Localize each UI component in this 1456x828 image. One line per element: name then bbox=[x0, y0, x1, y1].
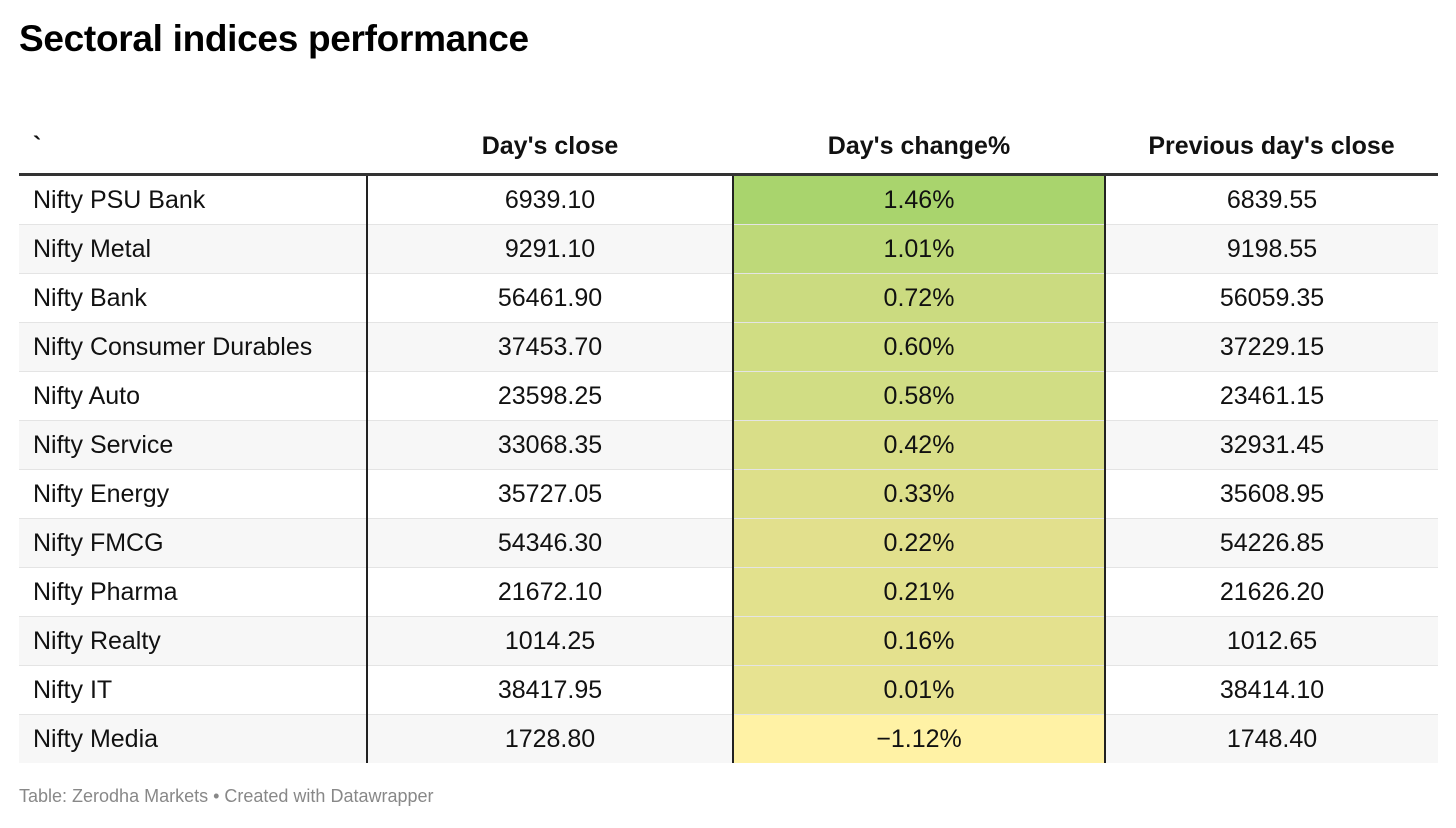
index-name-cell: Nifty Energy bbox=[19, 469, 368, 519]
column-header-index: ` bbox=[19, 100, 367, 176]
table-row: Nifty Pharma 21672.10 0.21% 21626.20 bbox=[19, 567, 1438, 617]
table-body: Nifty PSU Bank 6939.10 1.46% 6839.55 Nifty M… bbox=[19, 174, 1438, 763]
days-change-cell: 1.46% bbox=[732, 174, 1106, 225]
table-row: Nifty Consumer Durables 37453.70 0.60% 3722… bbox=[19, 322, 1438, 372]
days-close-cell: 1728.80 bbox=[367, 714, 733, 763]
previous-close-cell: 56059.35 bbox=[1105, 273, 1438, 323]
previous-close-cell: 21626.20 bbox=[1105, 567, 1438, 617]
days-change-cell: 0.33% bbox=[732, 469, 1106, 519]
table-row: Nifty FMCG 54346.30 0.22% 54226.85 bbox=[19, 518, 1438, 568]
table-row: Nifty PSU Bank 6939.10 1.46% 6839.55 bbox=[19, 174, 1438, 225]
days-change-cell: 0.21% bbox=[732, 567, 1106, 617]
days-close-cell: 33068.35 bbox=[367, 420, 733, 470]
previous-close-cell: 9198.55 bbox=[1105, 224, 1438, 274]
days-change-cell: 0.60% bbox=[732, 322, 1106, 372]
days-close-cell: 21672.10 bbox=[367, 567, 733, 617]
days-change-cell: 0.22% bbox=[732, 518, 1106, 568]
previous-close-cell: 6839.55 bbox=[1105, 174, 1438, 225]
days-close-cell: 6939.10 bbox=[367, 174, 733, 225]
column-header-days-close: Day's close bbox=[367, 100, 733, 176]
index-name-cell: Nifty Service bbox=[19, 420, 368, 470]
days-close-cell: 35727.05 bbox=[367, 469, 733, 519]
days-change-cell: 0.58% bbox=[732, 371, 1106, 421]
previous-close-cell: 32931.45 bbox=[1105, 420, 1438, 470]
index-name-cell: Nifty Realty bbox=[19, 616, 368, 666]
previous-close-cell: 23461.15 bbox=[1105, 371, 1438, 421]
days-close-cell: 56461.90 bbox=[367, 273, 733, 323]
column-header-previous-close: Previous day's close bbox=[1105, 100, 1438, 176]
column-header-days-change: Day's change% bbox=[733, 100, 1105, 176]
days-close-cell: 54346.30 bbox=[367, 518, 733, 568]
index-name-cell: Nifty PSU Bank bbox=[19, 174, 368, 225]
table-row: Nifty Media 1728.80 −1.12% 1748.40 bbox=[19, 714, 1438, 763]
days-change-cell: −1.12% bbox=[732, 714, 1106, 763]
header-row: ` Day's close Day's change% Previous day… bbox=[19, 100, 1438, 176]
source-note: Table: Zerodha Markets • Created with Da… bbox=[19, 786, 434, 806]
index-name-cell: Nifty FMCG bbox=[19, 518, 368, 568]
previous-close-cell: 37229.15 bbox=[1105, 322, 1438, 372]
previous-close-cell: 38414.10 bbox=[1105, 665, 1438, 715]
days-change-cell: 0.42% bbox=[732, 420, 1106, 470]
days-change-cell: 0.72% bbox=[732, 273, 1106, 323]
index-name-cell: Nifty Metal bbox=[19, 224, 368, 274]
previous-close-cell: 54226.85 bbox=[1105, 518, 1438, 568]
table-row: Nifty Realty 1014.25 0.16% 1012.65 bbox=[19, 616, 1438, 666]
index-name-cell: Nifty Auto bbox=[19, 371, 368, 421]
table-row: Nifty Auto 23598.25 0.58% 23461.15 bbox=[19, 371, 1438, 421]
table-row: Nifty Bank 56461.90 0.72% 56059.35 bbox=[19, 273, 1438, 323]
table-row: Nifty IT 38417.95 0.01% 38414.10 bbox=[19, 665, 1438, 715]
days-change-cell: 0.01% bbox=[732, 665, 1106, 715]
table-row: Nifty Service 33068.35 0.42% 32931.45 bbox=[19, 420, 1438, 470]
days-close-cell: 23598.25 bbox=[367, 371, 733, 421]
table-row: Nifty Energy 35727.05 0.33% 35608.95 bbox=[19, 469, 1438, 519]
page-title: Sectoral indices performance bbox=[19, 18, 529, 59]
index-name-cell: Nifty Consumer Durables bbox=[19, 322, 368, 372]
previous-close-cell: 35608.95 bbox=[1105, 469, 1438, 519]
sectoral-indices-table: ` Day's close Day's change% Previous day… bbox=[19, 100, 1438, 763]
days-change-cell: 0.16% bbox=[732, 616, 1106, 666]
days-close-cell: 9291.10 bbox=[367, 224, 733, 274]
index-name-cell: Nifty IT bbox=[19, 665, 368, 715]
previous-close-cell: 1748.40 bbox=[1105, 714, 1438, 763]
index-name-cell: Nifty Bank bbox=[19, 273, 368, 323]
index-name-cell: Nifty Pharma bbox=[19, 567, 368, 617]
days-change-cell: 1.01% bbox=[732, 224, 1106, 274]
days-close-cell: 38417.95 bbox=[367, 665, 733, 715]
index-name-cell: Nifty Media bbox=[19, 714, 368, 763]
table-row: Nifty Metal 9291.10 1.01% 9198.55 bbox=[19, 224, 1438, 274]
previous-close-cell: 1012.65 bbox=[1105, 616, 1438, 666]
days-close-cell: 1014.25 bbox=[367, 616, 733, 666]
days-close-cell: 37453.70 bbox=[367, 322, 733, 372]
